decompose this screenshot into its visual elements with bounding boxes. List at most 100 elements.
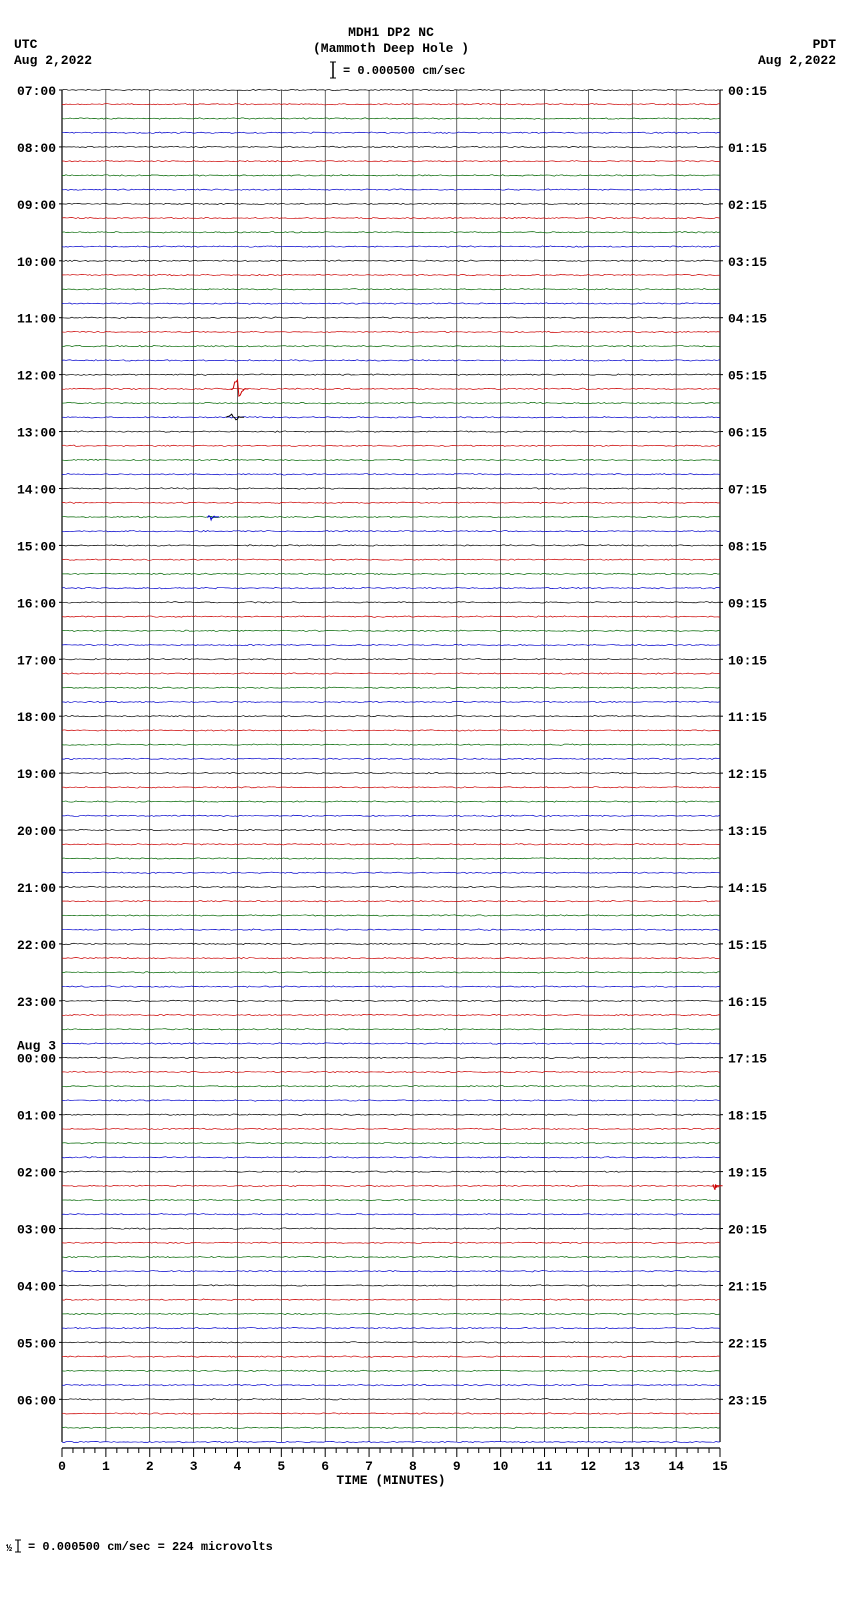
right-hour-label: 07:15 xyxy=(728,482,767,497)
trace-line xyxy=(62,303,720,305)
trace-line xyxy=(62,203,720,204)
left-hour-label: 21:00 xyxy=(17,881,56,896)
trace-line xyxy=(62,274,720,275)
trace-line xyxy=(62,900,720,901)
trace-line xyxy=(62,1029,720,1030)
trace-line xyxy=(62,1014,720,1015)
right-hour-label: 04:15 xyxy=(728,312,767,327)
left-hour-label: 09:00 xyxy=(17,198,56,213)
trace-line xyxy=(62,1413,720,1415)
trace-line xyxy=(62,886,720,887)
right-hour-label: 13:15 xyxy=(728,824,767,839)
left-hour-label: 12:00 xyxy=(17,369,56,384)
trace-line xyxy=(62,1270,720,1272)
trace-line xyxy=(62,289,720,291)
trace-line xyxy=(62,545,720,547)
station-name: (Mammoth Deep Hole ) xyxy=(313,41,469,56)
trace-line xyxy=(62,1427,720,1428)
left-hour-label: 17:00 xyxy=(17,653,56,668)
trace-line xyxy=(62,1085,720,1087)
trace-line xyxy=(62,1384,720,1386)
trace-line xyxy=(62,915,720,917)
trace-line xyxy=(62,1313,720,1314)
right-hour-label: 00:15 xyxy=(728,84,767,99)
right-hour-label: 20:15 xyxy=(728,1223,767,1238)
right-hour-label: 14:15 xyxy=(728,881,767,896)
x-tick-label: 5 xyxy=(277,1459,285,1474)
trace-line xyxy=(62,1043,720,1045)
trace-line xyxy=(62,246,720,247)
trace-line xyxy=(62,829,720,830)
trace-line xyxy=(62,459,720,460)
left-hour-label: 07:00 xyxy=(17,84,56,99)
trace-line xyxy=(62,858,720,860)
trace-line xyxy=(62,1342,720,1344)
trace-line xyxy=(62,1128,720,1129)
trace-line xyxy=(62,1185,720,1186)
trace-line xyxy=(62,1356,720,1358)
trace-line xyxy=(62,1214,720,1216)
trace-line xyxy=(62,1228,720,1230)
x-tick-label: 10 xyxy=(493,1459,509,1474)
right-hour-label: 23:15 xyxy=(728,1393,767,1408)
seismic-event xyxy=(231,380,249,396)
trace-line xyxy=(62,1256,720,1258)
trace-line xyxy=(62,360,720,362)
trace-line xyxy=(62,1100,720,1101)
left-hour-label: 05:00 xyxy=(17,1336,56,1351)
trace-line xyxy=(62,89,720,90)
x-tick-label: 0 xyxy=(58,1459,66,1474)
trace-line xyxy=(62,1399,720,1401)
trace-line xyxy=(62,516,720,518)
right-hour-label: 06:15 xyxy=(728,426,767,441)
x-tick-label: 12 xyxy=(581,1459,597,1474)
trace-line xyxy=(62,189,720,191)
left-hour-label: 04:00 xyxy=(17,1279,56,1294)
right-hour-label: 05:15 xyxy=(728,369,767,384)
trace-line xyxy=(62,844,720,846)
trace-line xyxy=(62,146,720,147)
trace-line xyxy=(62,744,720,746)
x-tick-label: 9 xyxy=(453,1459,461,1474)
right-hour-label: 15:15 xyxy=(728,938,767,953)
right-hour-label: 12:15 xyxy=(728,767,767,782)
trace-line xyxy=(62,559,720,560)
left-hour-label: 18:00 xyxy=(17,710,56,725)
left-hour-label: 03:00 xyxy=(17,1223,56,1238)
trace-line xyxy=(62,1299,720,1300)
trace-line xyxy=(62,687,720,688)
trace-line xyxy=(62,530,720,531)
trace-line xyxy=(62,772,720,774)
x-tick-label: 8 xyxy=(409,1459,417,1474)
x-tick-label: 13 xyxy=(624,1459,640,1474)
trace-line xyxy=(62,345,720,346)
right-tz: PDT xyxy=(813,37,837,52)
right-date: Aug 2,2022 xyxy=(758,53,836,68)
trace-line xyxy=(62,431,720,433)
x-tick-label: 11 xyxy=(537,1459,553,1474)
left-hour-label: 14:00 xyxy=(17,482,56,497)
trace-line xyxy=(62,972,720,974)
trace-line xyxy=(62,701,720,702)
trace-line xyxy=(62,103,720,104)
trace-line xyxy=(62,1441,720,1442)
left-hour-label: 23:00 xyxy=(17,995,56,1010)
trace-line xyxy=(62,957,720,958)
trace-line xyxy=(62,602,720,603)
right-hour-label: 01:15 xyxy=(728,141,767,156)
right-hour-label: 17:15 xyxy=(728,1052,767,1067)
trace-line xyxy=(62,872,720,873)
left-hour-label: 16:00 xyxy=(17,596,56,611)
left-hour-label: 20:00 xyxy=(17,824,56,839)
trace-line xyxy=(62,374,720,376)
left-hour-label: 10:00 xyxy=(17,255,56,270)
right-hour-label: 16:15 xyxy=(728,995,767,1010)
right-hour-label: 03:15 xyxy=(728,255,767,270)
trace-line xyxy=(62,1171,720,1172)
trace-line xyxy=(62,1327,720,1329)
trace-line xyxy=(62,1071,720,1072)
x-tick-label: 6 xyxy=(321,1459,329,1474)
seismogram-container: MDH1 DP2 NC(Mammoth Deep Hole )= 0.00050… xyxy=(0,0,850,1613)
right-hour-label: 10:15 xyxy=(728,653,767,668)
station-code: MDH1 DP2 NC xyxy=(348,25,434,40)
